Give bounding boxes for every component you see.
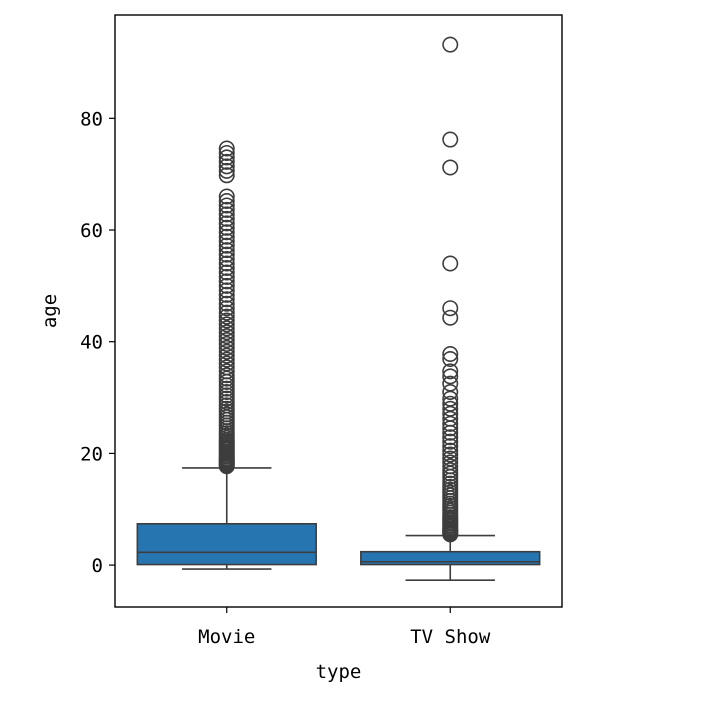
outlier-point <box>442 438 459 455</box>
outlier-point <box>218 268 235 285</box>
plot-frame <box>114 14 563 608</box>
outlier-point <box>218 251 235 268</box>
outlier-point <box>218 286 235 303</box>
outlier-point <box>218 264 235 281</box>
outlier-point <box>218 242 235 259</box>
outlier-point <box>218 192 235 209</box>
y-tick-label: 60 <box>80 220 103 242</box>
outlier-point <box>218 201 235 218</box>
outlier-point <box>442 159 459 176</box>
outlier-point <box>218 233 235 250</box>
y-tick-label: 20 <box>80 443 103 465</box>
outlier-point <box>218 277 235 294</box>
outlier-point <box>218 316 235 333</box>
outlier-point <box>442 351 459 368</box>
outlier-point <box>442 454 459 471</box>
box-movie <box>136 140 317 570</box>
outlier-point <box>218 246 235 263</box>
outlier-point <box>218 312 235 329</box>
outlier-point <box>218 351 235 368</box>
outlier-point <box>218 363 235 380</box>
outlier-point <box>218 328 235 345</box>
outlier-point <box>218 210 235 227</box>
outlier-point <box>218 140 235 157</box>
outlier-point <box>218 259 235 276</box>
outlier-point <box>218 359 235 376</box>
x-tick-label: Movie <box>198 626 255 648</box>
outlier-point <box>442 442 459 459</box>
y-tick-label: 40 <box>80 332 103 354</box>
x-axis-ticks: Movie TV Show <box>198 607 491 648</box>
outlier-point <box>218 339 235 356</box>
outlier-point <box>442 450 459 467</box>
outlier-point <box>442 346 459 363</box>
box-tv-show <box>360 36 541 581</box>
outlier-point <box>442 462 459 479</box>
outlier-point <box>218 320 235 337</box>
outlier-point <box>442 429 459 446</box>
outlier-point <box>218 167 235 184</box>
outlier-point <box>218 324 235 341</box>
x-axis-label: type <box>316 661 362 683</box>
outlier-point <box>218 295 235 312</box>
outlier-point <box>442 300 459 317</box>
outlier-point <box>442 383 459 400</box>
boxes <box>136 36 541 581</box>
outlier-point <box>218 332 235 349</box>
outlier-point <box>218 282 235 299</box>
outlier-point <box>218 255 235 272</box>
y-tick-label: 0 <box>92 555 103 577</box>
outlier-point <box>442 255 459 272</box>
outlier-point <box>442 458 459 475</box>
x-tick-label: TV Show <box>410 626 491 648</box>
outlier-point <box>218 228 235 245</box>
outlier-point <box>218 237 235 254</box>
outlier-point <box>218 335 235 352</box>
outlier-point <box>442 375 459 392</box>
outlier-point <box>218 153 235 170</box>
outlier-point <box>442 433 459 450</box>
outlier-point <box>218 355 235 372</box>
outlier-point <box>218 367 235 384</box>
outlier-point <box>218 206 235 223</box>
outlier-point <box>442 400 459 417</box>
outlier-point <box>218 188 235 205</box>
outlier-point <box>218 300 235 317</box>
iqr-box <box>360 550 541 566</box>
outlier-point <box>442 363 459 380</box>
outlier-point <box>218 215 235 232</box>
outlier-point <box>218 304 235 321</box>
outlier-point <box>442 131 459 148</box>
outlier-point <box>218 144 235 161</box>
outlier-point <box>442 368 459 385</box>
outlier-point <box>218 158 235 175</box>
iqr-box <box>136 522 317 566</box>
outlier-point <box>442 36 459 53</box>
outlier-point <box>218 197 235 214</box>
outlier-point <box>218 308 235 325</box>
outlier-point <box>218 273 235 290</box>
outlier-point <box>442 309 459 326</box>
y-tick-label: 80 <box>80 108 103 130</box>
outlier-point <box>442 446 459 463</box>
outlier-point <box>218 224 235 241</box>
outlier-point <box>442 395 459 412</box>
y-axis-label: age <box>39 294 61 328</box>
outlier-point <box>218 343 235 360</box>
outlier-point <box>218 347 235 364</box>
y-axis-ticks: 0 20 40 60 80 <box>80 108 115 577</box>
outlier-point <box>218 219 235 236</box>
outlier-point <box>218 291 235 308</box>
outlier-point <box>218 162 235 179</box>
outlier-point <box>218 149 235 166</box>
